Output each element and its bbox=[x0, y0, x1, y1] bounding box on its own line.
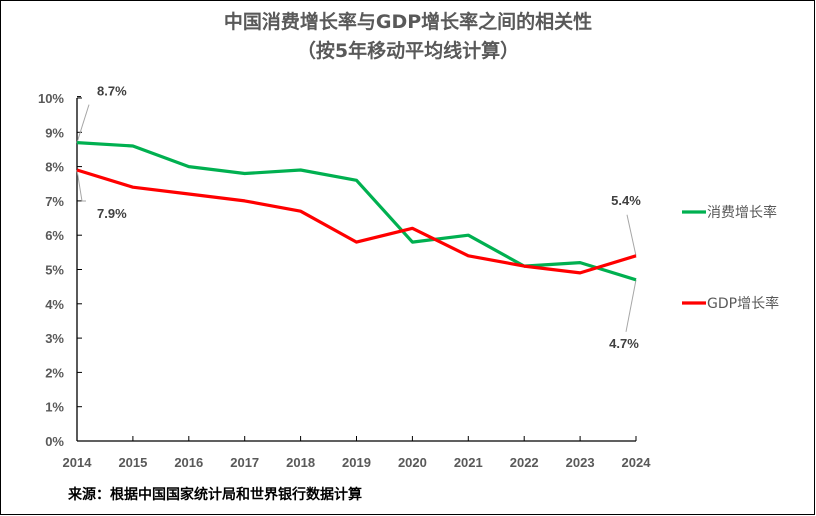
series-lines bbox=[76, 141, 637, 282]
data-label: 8.7% bbox=[97, 84, 127, 99]
x-tick-label: 2017 bbox=[230, 455, 259, 470]
data-label: 7.9% bbox=[97, 206, 127, 221]
y-tick-label: 0% bbox=[45, 434, 64, 449]
data-label-leaders bbox=[76, 96, 637, 332]
y-tick-label: 5% bbox=[45, 263, 64, 278]
x-tick-label: 2023 bbox=[566, 455, 595, 470]
y-tick-label: 9% bbox=[45, 125, 64, 140]
x-tick-label: 2021 bbox=[454, 455, 483, 470]
leader-line bbox=[76, 104, 90, 143]
series-line-consumption bbox=[76, 141, 637, 282]
y-tick-label: 7% bbox=[45, 194, 64, 209]
data-label: 5.4% bbox=[611, 193, 641, 208]
x-tick-label: 2024 bbox=[622, 455, 652, 470]
legend-label: 消费增长率 bbox=[707, 204, 777, 221]
y-tick-label: 6% bbox=[45, 228, 64, 243]
y-tick-label: 1% bbox=[45, 400, 64, 415]
data-labels: 8.7% 7.9% 5.4% 4.7% bbox=[97, 84, 641, 351]
series-line-gdp bbox=[76, 168, 637, 275]
y-tick-label: 8% bbox=[45, 160, 64, 175]
x-tick-label: 2015 bbox=[118, 455, 147, 470]
x-tick-label: 2016 bbox=[174, 455, 203, 470]
data-label: 4.7% bbox=[609, 336, 639, 351]
chart-title: 中国消费增长率与GDP增长率之间的相关性 bbox=[223, 11, 593, 33]
legend-item: 消费增长率 bbox=[682, 204, 777, 221]
legend: 消费增长率 GDP增长率 bbox=[682, 204, 779, 312]
legend-label: GDP增长率 bbox=[707, 295, 779, 312]
y-axis-ticks: 0% 1% 2% 3% 4% 5% 6% 7% 8% 9% 10% bbox=[38, 91, 82, 449]
x-tick-label: 2019 bbox=[342, 455, 371, 470]
chart-title-block: 中国消费增长率与GDP增长率之间的相关性 （按5年移动平均线计算） bbox=[0, 8, 816, 66]
source-note: 来源：根据中国国家统计局和世界银行数据计算 bbox=[68, 487, 362, 503]
x-tick-label: 2014 bbox=[63, 455, 93, 470]
x-axis-ticks: 2014 2015 2016 2017 2018 2019 2020 2021 2022 2023… bbox=[63, 436, 652, 470]
x-tick-label: 2020 bbox=[398, 455, 427, 470]
leader-line bbox=[626, 214, 637, 256]
y-tick-label: 4% bbox=[45, 297, 64, 312]
leader-line bbox=[76, 169, 86, 202]
legend-item: GDP增长率 bbox=[682, 295, 779, 312]
y-tick-label: 10% bbox=[38, 91, 64, 106]
y-tick-label: 3% bbox=[45, 331, 64, 346]
x-tick-label: 2022 bbox=[510, 455, 539, 470]
leader-line bbox=[625, 279, 637, 332]
x-tick-label: 2018 bbox=[286, 455, 315, 470]
y-tick-label: 2% bbox=[45, 365, 64, 380]
chart-subtitle: （按5年移动平均线计算） bbox=[296, 40, 520, 62]
